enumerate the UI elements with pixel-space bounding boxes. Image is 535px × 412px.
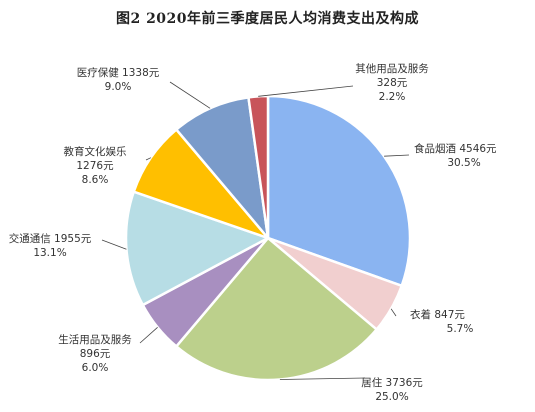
slice-label: 食品烟酒 4546元 30.5% <box>414 142 497 169</box>
leader-line <box>101 239 127 250</box>
leader-line <box>169 81 211 109</box>
pie-slice <box>247 94 270 240</box>
slice-labels: 食品烟酒 4546元 30.5% 衣着 847元 5.7% 居住 3736元 25.0% 生… <box>9 62 497 403</box>
slice-label: 居住 3736元 25.0% <box>361 376 423 403</box>
slice-label: 生活用品及服务 896元 6.0% <box>58 333 132 374</box>
slice-label: 教育文化娱乐 1276元 8.6% <box>64 145 127 186</box>
leader-lines <box>101 81 410 380</box>
slice-label: 其他用品及服务 328元 2.2% <box>355 62 429 103</box>
pie-slice <box>175 96 270 240</box>
pie-slices <box>124 94 412 382</box>
leader-line <box>279 377 366 380</box>
slice-label: 医疗保健 1338元 9.0% <box>77 66 160 93</box>
slice-label: 交通通信 1955元 13.1% <box>9 232 92 259</box>
slice-label: 衣着 847元 5.7% <box>410 308 473 335</box>
leader-line <box>139 327 158 344</box>
pie-slice <box>124 190 270 307</box>
leader-line <box>384 154 410 157</box>
chart-title: 图2 2020年前三季度居民人均消费支出及构成 <box>115 11 420 27</box>
pie-slice <box>266 94 412 288</box>
leader-line <box>390 308 397 317</box>
leader-line <box>145 157 152 161</box>
leader-line <box>258 85 354 97</box>
